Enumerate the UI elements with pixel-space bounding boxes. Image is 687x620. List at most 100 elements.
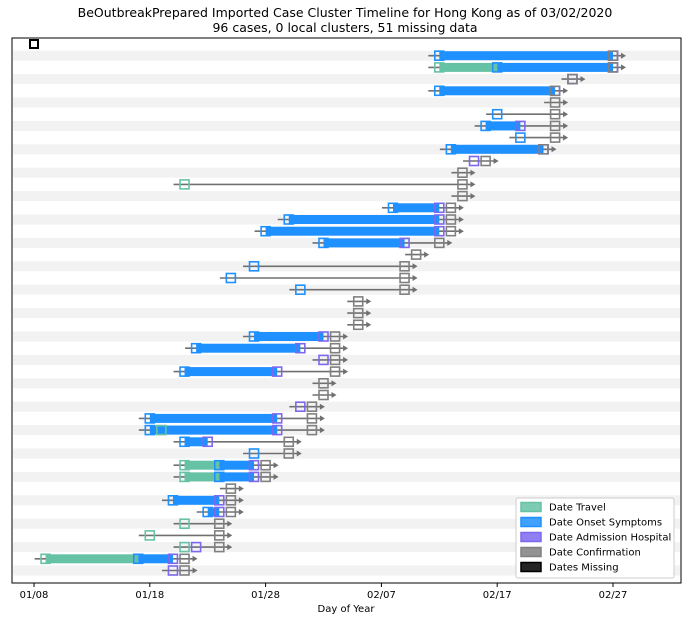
row-band [13, 308, 680, 319]
travel-date-marker [179, 471, 190, 483]
case-arrow-head [458, 228, 464, 235]
confirmation-date-marker [225, 506, 237, 518]
case-row [173, 436, 302, 448]
case-arrow-head [319, 415, 325, 422]
confirmation-date-marker [607, 50, 619, 62]
legend-label-confirmation: Date Confirmation [549, 548, 641, 559]
case-arrow-head [563, 99, 569, 106]
admission-date-marker [515, 120, 526, 132]
case-row [243, 448, 302, 459]
case-row [173, 366, 349, 377]
travel-date-marker [144, 530, 156, 541]
admission-date-marker [433, 225, 445, 237]
confirmation-date-marker [179, 553, 190, 565]
case-arrow-head [563, 87, 569, 94]
confirmation-date-marker [329, 366, 341, 377]
confirmation-date-marker [260, 459, 271, 471]
onset-date-marker [179, 366, 190, 377]
case-row [312, 389, 337, 401]
onset-bar [219, 472, 255, 482]
case-row [474, 120, 569, 132]
chart-subtitle: 96 cases, 0 local clusters, 51 missing d… [212, 20, 477, 35]
case-arrow-head [366, 310, 372, 317]
onset-date-marker [283, 214, 295, 225]
confirmation-date-marker [549, 85, 561, 97]
legend-frame [515, 497, 675, 579]
case-row [312, 237, 453, 249]
travel-date-marker [179, 179, 190, 190]
confirmation-date-marker [283, 436, 295, 448]
onset-bar [288, 215, 440, 224]
confirmation-date-marker [399, 284, 410, 296]
onset-date-marker [491, 62, 503, 73]
confirmation-date-marker [445, 202, 457, 214]
case-row [451, 167, 476, 178]
confirmation-date-marker [480, 155, 491, 167]
confirmation-date-marker [457, 190, 468, 202]
case-arrow-head [621, 64, 626, 71]
case-arrow-head [563, 122, 569, 129]
case-arrow-head [563, 111, 569, 118]
case-arrow-head [563, 134, 569, 141]
row-band [13, 74, 680, 85]
onset-date-marker [248, 331, 260, 342]
confirmation-date-marker [352, 296, 364, 307]
confirmation-date-marker [306, 413, 318, 424]
admission-date-marker [213, 494, 225, 506]
confirmation-date-marker [567, 73, 578, 85]
case-arrow-head [273, 462, 279, 469]
confirmation-date-marker [549, 108, 561, 120]
legend-swatch-confirmation [520, 546, 542, 558]
case-row [161, 565, 198, 576]
case-arrow-head [319, 427, 325, 434]
confirmation-date-marker [538, 144, 549, 155]
onset-date-marker [318, 237, 329, 249]
case-row [347, 296, 372, 307]
case-row [277, 214, 464, 225]
case-arrow-head [319, 403, 325, 410]
onset-date-marker [248, 448, 260, 459]
x-tick-label: 02/27 [599, 590, 628, 601]
x-axis-label: Day of Year [318, 604, 376, 615]
onset-bar [323, 238, 405, 248]
case-arrow-head [412, 263, 418, 270]
case-arrow-head [447, 239, 453, 246]
legend-label-admission: Date Admission Hospital [549, 533, 671, 544]
case-arrow-head [343, 356, 349, 363]
case-arrow-head [621, 52, 626, 59]
confirmation-date-marker [457, 179, 468, 190]
case-arrow-head [331, 380, 337, 387]
case-arrow-head [296, 438, 302, 445]
confirmation-date-marker [445, 214, 457, 225]
onset-bar [184, 367, 278, 377]
case-row [185, 342, 349, 354]
row-band [13, 401, 680, 412]
case-row [544, 97, 569, 108]
row-band [13, 144, 680, 155]
case-row [219, 272, 418, 284]
onset-date-marker [179, 436, 190, 448]
onset-bar [497, 62, 613, 72]
confirmation-date-marker [213, 541, 225, 553]
legend-label-travel: Date Travel [549, 503, 606, 514]
row-band [13, 565, 680, 576]
confirmation-date-marker [549, 97, 561, 108]
case-row [289, 284, 418, 296]
case-row [561, 73, 586, 85]
confirmation-date-marker [329, 354, 341, 366]
row-band [13, 425, 680, 436]
case-row [173, 471, 279, 483]
case-row [138, 424, 325, 436]
case-row [138, 413, 325, 424]
onset-bar [149, 413, 278, 423]
admission-date-marker [295, 342, 306, 354]
onset-date-marker [202, 506, 213, 518]
admission-date-marker [167, 553, 179, 565]
confirmation-date-marker [352, 319, 364, 331]
onset-date-marker [515, 132, 526, 143]
confirmation-date-marker [329, 331, 341, 342]
admission-date-marker [167, 565, 179, 576]
case-arrow-head [227, 520, 233, 527]
row-band [13, 495, 680, 506]
case-row [347, 319, 372, 331]
